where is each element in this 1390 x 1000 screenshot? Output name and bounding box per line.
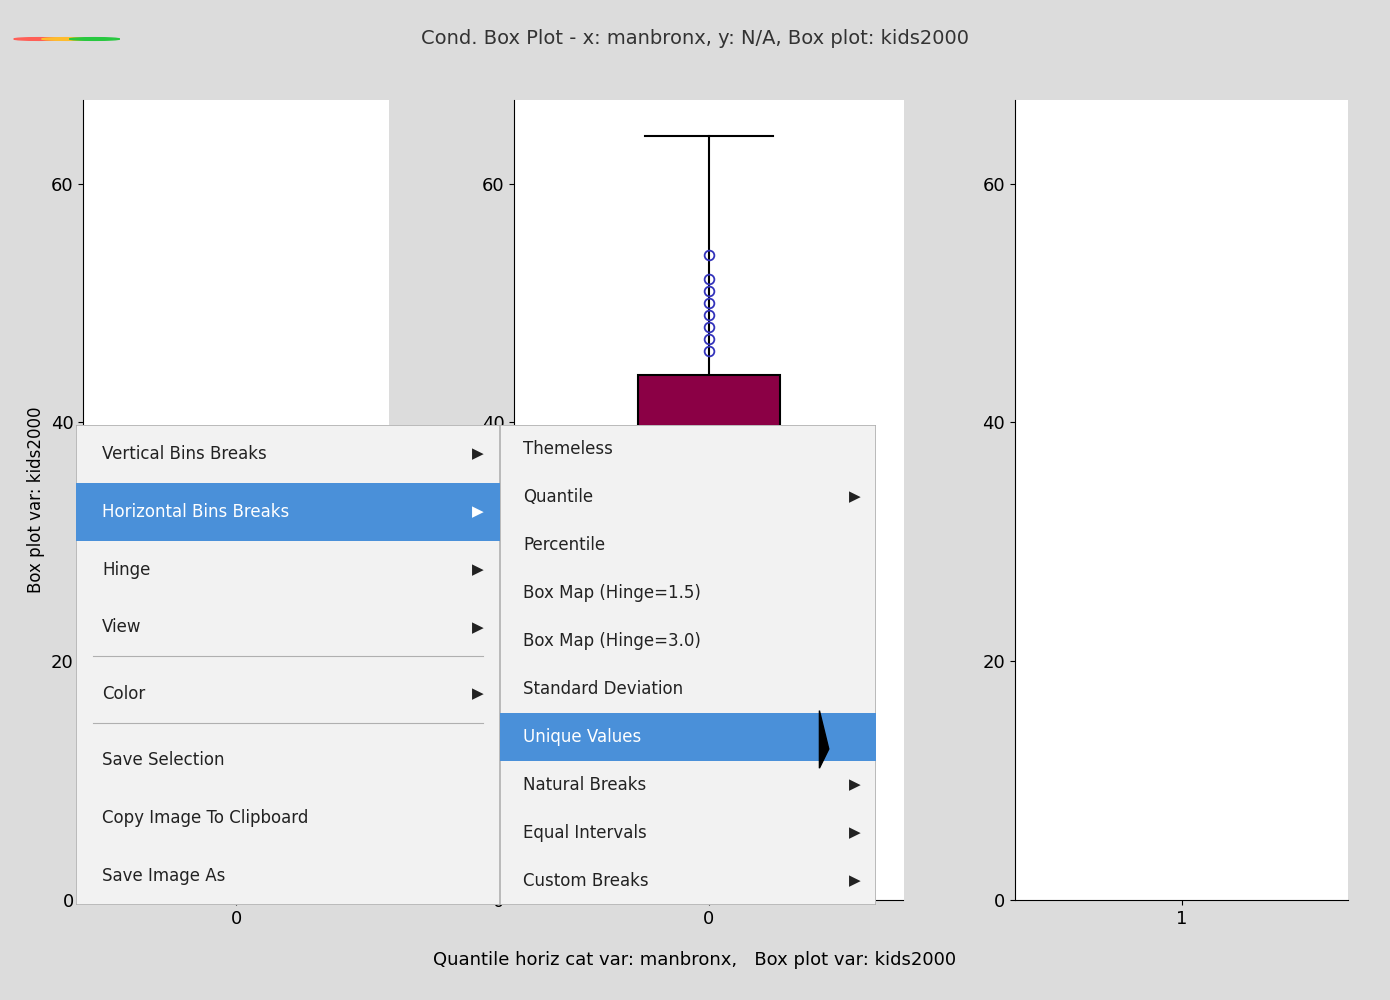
Text: Percentile: Percentile [523,536,605,554]
Text: Vertical Bins Breaks: Vertical Bins Breaks [101,445,267,463]
Y-axis label: Box plot var: kids2000: Box plot var: kids2000 [28,407,46,593]
FancyBboxPatch shape [500,425,876,905]
Text: ▶: ▶ [849,874,860,888]
Text: Save Selection: Save Selection [101,751,224,769]
Circle shape [14,38,64,40]
Text: Equal Intervals: Equal Intervals [523,824,646,842]
Text: Unique Values: Unique Values [523,728,641,746]
Circle shape [70,38,120,40]
FancyBboxPatch shape [76,425,500,905]
Bar [638,375,780,542]
Polygon shape [820,711,828,768]
Text: Cond. Box Plot - x: manbronx, y: N/A, Box plot: kids2000: Cond. Box Plot - x: manbronx, y: N/A, Bo… [421,29,969,48]
Text: Hinge: Hinge [101,561,150,579]
Text: Quantile: Quantile [523,488,594,506]
Text: ▶: ▶ [471,504,484,519]
Text: Save Image As: Save Image As [101,867,225,885]
Text: ▶: ▶ [471,562,484,577]
Text: Box Map (Hinge=1.5): Box Map (Hinge=1.5) [523,584,701,602]
Text: Themeless: Themeless [523,440,613,458]
Text: Horizontal Bins Breaks: Horizontal Bins Breaks [101,503,289,521]
Text: ▶: ▶ [471,686,484,701]
Text: View: View [101,618,142,636]
Text: Copy Image To Clipboard: Copy Image To Clipboard [101,809,309,827]
Text: Natural Breaks: Natural Breaks [523,776,646,794]
Text: ▶: ▶ [471,446,484,461]
Text: ▶: ▶ [849,489,860,504]
Text: ▶: ▶ [471,620,484,635]
Circle shape [42,38,92,40]
Bar [500,713,876,761]
Text: Box Map (Hinge=3.0): Box Map (Hinge=3.0) [523,632,701,650]
Text: Standard Deviation: Standard Deviation [523,680,682,698]
Text: ▶: ▶ [849,777,860,792]
Text: Quantile horiz cat var: manbronx,   Box plot var: kids2000: Quantile horiz cat var: manbronx, Box pl… [434,951,956,969]
Text: Custom Breaks: Custom Breaks [523,872,649,890]
Text: ▶: ▶ [849,825,860,840]
Bar [76,483,500,541]
Text: Color: Color [101,685,145,703]
